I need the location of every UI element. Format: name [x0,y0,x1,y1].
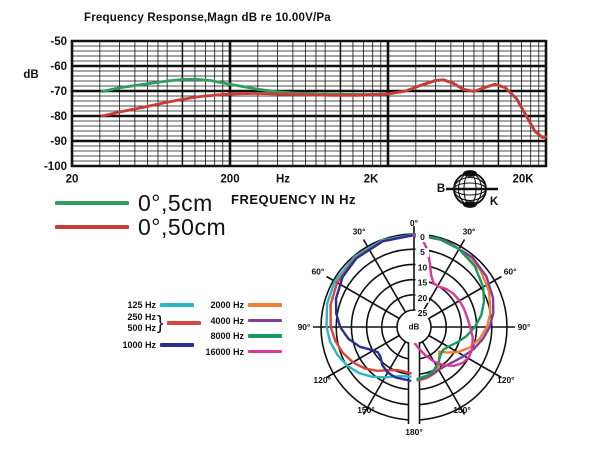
polar-legend-row: 2000 Hz [196,300,282,310]
fr-legend-row: 0°,50cm [55,215,226,239]
chart-title: Frequency Response,Magn dB re 10.00V/Pa [84,12,331,24]
polar-grid-radial [421,341,466,415]
legend-brace: } [157,312,164,334]
polar-grid-radial [326,275,400,320]
polar-legend-row: 1000 Hz [112,340,194,350]
polar-legend-label: 500 Hz [127,323,156,333]
polar-legend-label-group: 250 Hz 500 Hz [112,312,156,334]
fr-legend-label: 0°,50cm [138,213,227,240]
polar-grid-radial [362,239,407,313]
polar-legend-swatch [248,349,282,354]
x-tick-label: 20K [512,174,534,186]
x-tick-label: 2K [364,174,379,186]
polar-angle-label: 60° [504,267,517,277]
polar-curve-1000hz [334,233,416,382]
polar-legend-swatch [248,303,282,307]
polar-angle-label: 30° [463,227,476,237]
polar-scale-halo [416,293,429,303]
logo-letter-b: B [437,183,445,195]
y-tick-label: -70 [50,86,67,98]
y-tick-label: -100 [44,161,67,173]
x-tick-label: 200 [220,174,239,186]
polar-legend-label: 2000 Hz [210,300,244,310]
polar-legend-row: 250 Hz 500 Hz} [112,312,202,334]
fr-legend-swatch [55,225,129,229]
y-axis-unit-label: dB [23,69,38,81]
polar-curve-2000hz [412,233,492,382]
polar-legend-swatch [248,318,282,323]
polar-legend-swatch [167,321,202,325]
y-tick-label: -90 [50,136,67,148]
polar-legend-label: 125 Hz [127,300,156,310]
fr-curve-0deg-50cm [100,78,548,139]
polar-scale-halo [416,233,429,242]
polar-angle-label: 60° [311,267,324,277]
polar-grid-radial [421,239,466,313]
polar-angle-label: 120° [497,375,515,385]
x-axis-unit-label: Hz [276,174,290,186]
polar-angle-label: 30° [353,227,366,237]
frequency-response-chart: -50 -60 -70 -80 -90 -100 dB 20 200 2K 20K Hz [23,36,548,186]
polar-center-unit-label: dB [409,323,420,332]
polar-legend-swatch [248,334,282,338]
polar-legend-swatch [160,343,194,347]
polar-angle-label: 150° [453,405,471,415]
polar-radial-tick-label: 5 [420,247,425,257]
polar-curve-16000hz [412,234,474,368]
fr-legend-label: 0°,5cm [138,189,213,216]
polar-scale-halo [416,263,429,273]
y-tick-label: -60 [50,61,67,73]
polar-angle-label: 90° [518,322,531,332]
polar-legend-label: 1000 Hz [122,340,156,350]
polar-bottom-channel [408,340,420,428]
polar-radial-tick-label: 10 [418,262,428,272]
polar-radial-tick-label: 15 [418,278,428,288]
polar-legend-label: 16000 Hz [205,346,244,357]
polar-pattern-chart: 0 5 10 15 20 25 dB 0° 30° 30° 60° 60° 90° 90° 120° 120°… [298,218,531,437]
polar-radial-tick-label: 0 [420,232,425,242]
polar-scale-halo [416,309,429,318]
polar-legend-row: 8000 Hz [196,331,282,341]
fr-legend-row: 0°,5cm [55,191,226,215]
polar-legend-label: 8000 Hz [210,331,244,341]
polar-radial-tick-label: 25 [418,308,428,318]
polar-scale-halo [416,248,429,258]
polar-curve-4000hz [412,233,495,381]
polar-scale-halo [416,278,429,288]
polar-legend-swatch [160,303,194,307]
polar-curve-125hz [325,233,416,379]
polar-legend-row: 16000 Hz [196,347,282,357]
fr-curve-legend: 0°,5cm 0°,50cm [55,191,226,239]
polar-angle-label: 180° [405,427,423,437]
polar-angle-label: 90° [298,322,311,332]
polar-legend-label: 4000 Hz [210,315,244,326]
fr-legend-swatch [55,201,129,205]
polar-grid-radial [326,334,400,379]
polar-curve-8000hz [412,233,486,381]
polar-angle-label: 0° [410,218,419,228]
logo-letter-k: K [490,196,499,208]
bruel-kjaer-logo: BK [437,170,499,208]
y-tick-label: -80 [50,111,67,123]
polar-angle-label: 120° [313,375,331,385]
polar-legend-label: 250 Hz [127,312,156,322]
polar-radial-tick-label: 20 [418,293,428,303]
x-tick-label: 20 [66,174,79,186]
polar-angle-label: 150° [357,405,375,415]
polar-legend-row: 125 Hz [112,300,194,310]
y-tick-label: -50 [50,36,67,48]
polar-legend-row: 4000 Hz [196,316,282,326]
frequency-axis-caption: FREQUENCY IN Hz [231,192,356,207]
